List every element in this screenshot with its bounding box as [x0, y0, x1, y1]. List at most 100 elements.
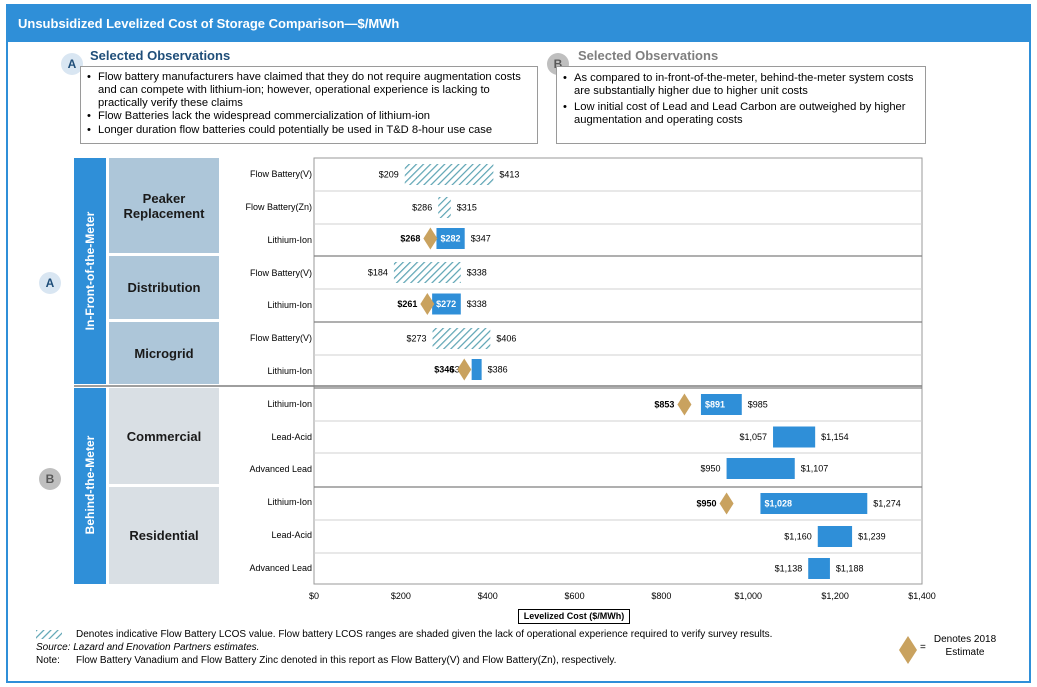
hatched-range-bar — [438, 197, 451, 218]
high-value-label: $338 — [467, 268, 487, 278]
row-tech-label: Advanced Lead — [249, 563, 312, 573]
high-value-label: $1,188 — [836, 564, 864, 574]
hatch-legend-text: Denotes indicative Flow Battery LCOS val… — [76, 629, 773, 640]
observation-a-bullet: • Longer duration flow batteries could po… — [87, 124, 493, 136]
estimate-value-label: $346 — [434, 365, 454, 375]
page-title: Unsubsidized Levelized Cost of Storage C… — [18, 16, 400, 31]
estimate-value-label: $268 — [400, 234, 420, 244]
low-value-label: $1,138 — [775, 564, 803, 574]
low-value-label: $1,057 — [740, 432, 768, 442]
range-bar — [760, 493, 868, 514]
high-value-label: $406 — [496, 334, 516, 344]
high-value-label: $315 — [457, 203, 477, 213]
low-value-label: $1,160 — [784, 532, 812, 542]
observation-b-bullet: • As compared to in-front-of-the-meter, b… — [563, 72, 914, 97]
high-value-label: $338 — [467, 299, 487, 309]
note-label: Note: — [36, 655, 60, 666]
row-tech-label: Lead-Acid — [271, 530, 312, 540]
hatched-range-bar — [393, 262, 461, 283]
range-bar — [773, 426, 816, 448]
high-value-label: $413 — [499, 170, 519, 180]
low-value-label: $286 — [412, 203, 432, 213]
row-tech-label: Flow Battery(Zn) — [245, 202, 312, 212]
section-behind-bar: Behind-the-Meter — [74, 388, 106, 584]
range-bar — [726, 458, 795, 479]
diamond-legend-icon — [899, 636, 917, 664]
low-value-label: $209 — [379, 170, 399, 180]
range-bar — [432, 293, 461, 315]
observation-a-heading: Selected Observations — [90, 48, 231, 63]
category-peaker-replacement: Peaker Replacement — [109, 158, 219, 253]
range-bar — [817, 526, 853, 547]
estimate-diamond — [420, 293, 435, 315]
category-commercial: Commercial — [109, 388, 219, 484]
row-tech-label: Lithium-Ion — [267, 300, 312, 310]
row-tech-label: Lithium-Ion — [267, 399, 312, 409]
low-value-label: $184 — [368, 268, 388, 278]
low-value-label: $950 — [701, 464, 721, 474]
row-tech-label: Lithium-Ion — [267, 497, 312, 507]
observation-b-box: • As compared to in-front-of-the-meter, b… — [556, 66, 926, 144]
category-residential: Residential — [109, 487, 219, 584]
x-tick-label: $600 — [565, 591, 585, 601]
high-value-label: $386 — [488, 365, 508, 375]
estimate-diamond — [677, 393, 692, 416]
estimate-diamond — [457, 358, 472, 381]
category-microgrid: Microgrid — [109, 322, 219, 384]
low-value-label: $282 — [440, 234, 460, 244]
range-bar — [436, 228, 465, 249]
estimate-value-label: $853 — [654, 400, 674, 410]
range-bar — [700, 394, 742, 415]
section-front-marker: A — [39, 272, 61, 294]
high-value-label: $985 — [748, 400, 768, 410]
high-value-label: $1,107 — [801, 464, 829, 474]
diamond-legend-equals: = — [920, 642, 926, 653]
source-note: Source: Lazard and Enovation Partners es… — [36, 642, 260, 653]
estimate-diamond — [719, 492, 734, 515]
high-value-label: $1,274 — [873, 499, 901, 509]
observation-b-bullet: • Low initial cost of Lead and Lead Carbo… — [563, 101, 906, 126]
estimate-diamond — [423, 227, 438, 250]
x-tick-label: $800 — [651, 591, 671, 601]
note-text: Flow Battery Vanadium and Flow Battery Z… — [76, 655, 617, 666]
high-value-label: $1,239 — [858, 532, 886, 542]
hatched-range-bar — [404, 164, 494, 185]
x-tick-label: $1,400 — [908, 591, 936, 601]
row-tech-label: Flow Battery(V) — [249, 169, 312, 179]
low-value-label: $1,028 — [764, 499, 792, 509]
low-value-label: $891 — [705, 400, 725, 410]
row-tech-label: Flow Battery(V) — [249, 268, 312, 278]
lcos-range-chart: $0 $200 $400 $600 $800 $1,000 $1,200 $1,400 $413… — [74, 157, 936, 601]
category-distribution: Distribution — [109, 256, 219, 319]
observation-a-box: • Flow battery manufacturers have claimed… — [80, 66, 538, 144]
row-tech-label: Lithium-Ion — [267, 366, 312, 376]
range-bar — [471, 359, 482, 380]
estimate-value-label: $950 — [697, 499, 717, 509]
high-value-label: $347 — [471, 234, 491, 244]
section-behind-marker: B — [39, 468, 61, 490]
row-tech-label: Flow Battery(V) — [249, 333, 312, 343]
observation-a-marker: A — [61, 53, 83, 75]
hatched-range-bar — [432, 328, 491, 349]
x-axis-title: Levelized Cost ($/MWh) — [518, 609, 630, 624]
range-bar — [808, 558, 830, 579]
row-tech-label: Advanced Lead — [249, 464, 312, 474]
high-value-label: $1,154 — [821, 432, 849, 442]
diamond-legend-text: Denotes 2018 Estimate — [933, 634, 997, 658]
low-value-label: $273 — [407, 334, 427, 344]
title-bar: Unsubsidized Levelized Cost of Storage C… — [8, 6, 1029, 42]
observation-b-heading: Selected Observations — [578, 48, 719, 63]
row-tech-label: Lithium-Ion — [267, 235, 312, 245]
estimate-value-label: $261 — [397, 299, 417, 309]
section-front-bar: In-Front-of-the-Meter — [74, 158, 106, 384]
row-tech-label: Lead-Acid — [271, 432, 312, 442]
x-tick-label: $1,200 — [821, 591, 849, 601]
x-tick-label: $200 — [391, 591, 411, 601]
observation-a-bullet: • Flow battery manufacturers have claimed… — [87, 71, 521, 109]
x-tick-label: $1,000 — [735, 591, 763, 601]
low-value-label: $272 — [436, 299, 456, 309]
slide-frame: Unsubsidized Levelized Cost of Storage C… — [6, 4, 1031, 683]
x-tick-label: $0 — [309, 591, 319, 601]
hatch-legend-swatch — [36, 630, 62, 639]
observation-a-bullet: • Flow Batteries lack the widespread comm… — [87, 110, 431, 122]
